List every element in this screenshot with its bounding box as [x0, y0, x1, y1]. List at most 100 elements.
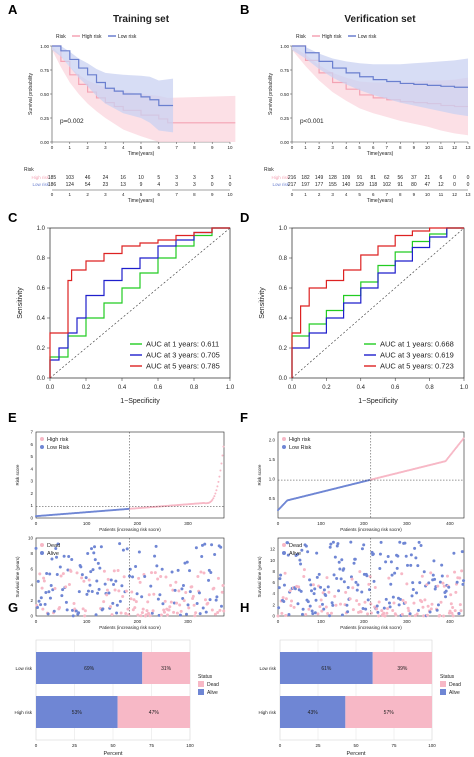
y-tick-label: 0.50	[40, 92, 49, 97]
patient-point	[222, 609, 226, 613]
x-tick-label: 0.6	[391, 385, 400, 391]
y-tick-label: 0	[30, 614, 33, 619]
risk-count: 1	[229, 175, 232, 181]
legend-key	[282, 445, 286, 449]
risk-tick-label: 0	[51, 192, 54, 197]
patient-point	[319, 585, 323, 589]
patient-point	[170, 570, 174, 574]
x-tick-label: 25	[315, 743, 321, 748]
patient-point	[98, 566, 102, 570]
patient-point	[103, 582, 107, 586]
patient-point	[449, 593, 453, 597]
legend-entry: Low risk	[358, 34, 377, 40]
patient-point	[59, 574, 63, 578]
legend-key	[282, 551, 286, 555]
patient-point	[105, 588, 109, 592]
risk-count: 3	[211, 175, 214, 181]
patient-point	[409, 553, 413, 557]
patient-point	[356, 583, 360, 587]
patient-point	[157, 613, 161, 617]
patient-point	[325, 576, 329, 580]
patient-point	[277, 606, 281, 610]
x-tick-label: 2	[318, 145, 321, 150]
risk-tick-label: 10	[425, 192, 431, 197]
patient-point	[187, 606, 191, 610]
patient-point	[280, 611, 284, 615]
patient-point	[397, 603, 401, 607]
x-tick-label: 4	[345, 145, 348, 150]
patient-point	[352, 561, 356, 565]
x-tick-label: 0.4	[118, 385, 127, 391]
patient-point	[184, 590, 188, 594]
patient-point	[427, 581, 431, 585]
patient-point	[180, 587, 184, 591]
patient-point	[161, 602, 165, 606]
x-tick-label: 8	[193, 145, 196, 150]
risk-count: 185	[48, 175, 57, 181]
survival-scatter-f2: 0 100 200 300 400 0 2 4 6 8 10 12 Patients (increasi…	[257, 537, 466, 630]
risk-point	[213, 495, 216, 498]
risk-tick-label: 4	[345, 192, 348, 197]
risk-point	[217, 480, 220, 483]
patient-point	[128, 567, 132, 571]
x-tick-label: 9	[413, 145, 416, 150]
bar-segment-dead	[372, 652, 432, 684]
bar-segment-alive	[280, 652, 373, 684]
patient-point	[34, 546, 38, 550]
patient-point	[149, 584, 153, 588]
patient-point	[200, 543, 204, 547]
patient-point	[95, 579, 99, 583]
patient-point	[282, 600, 286, 604]
patient-point	[111, 601, 115, 605]
patient-point	[210, 608, 214, 612]
patient-point	[410, 594, 414, 598]
risk-tick-label: 7	[175, 192, 178, 197]
x-tick-label: 50	[110, 743, 116, 748]
patient-point	[140, 595, 144, 599]
patient-point	[414, 556, 418, 560]
x-tick-label: 0.0	[46, 385, 55, 391]
patient-point	[324, 605, 328, 609]
patient-point	[122, 575, 126, 579]
patient-point	[127, 613, 131, 617]
y-tick-label: 12	[270, 547, 276, 552]
x-tick-label: 10	[425, 145, 431, 150]
patient-point	[435, 608, 439, 612]
patient-point	[350, 577, 354, 581]
x-tick-label: 12	[452, 145, 458, 150]
bar-segment-dead	[117, 696, 190, 728]
patient-point	[46, 612, 50, 616]
patient-point	[219, 545, 223, 549]
patient-point	[93, 545, 97, 549]
x-tick-label: 400	[446, 521, 454, 526]
x-tick-label: 5	[140, 145, 143, 150]
patient-point	[135, 592, 139, 596]
patient-point	[344, 590, 348, 594]
patient-point	[375, 607, 379, 611]
patient-point	[442, 614, 446, 618]
legend-entry: AUC at 5 years: 0.723	[380, 362, 454, 371]
x-tick-label: 50	[353, 743, 359, 748]
legend-entry: Low Risk	[47, 445, 70, 451]
risk-count: 5	[157, 175, 160, 181]
y-tick-label: 0.4	[37, 316, 46, 322]
bar-label: 47%	[149, 710, 160, 716]
patient-point	[61, 588, 65, 592]
patient-point	[137, 550, 141, 554]
patient-point	[328, 545, 332, 549]
patient-point	[64, 600, 68, 604]
patient-point	[195, 602, 199, 606]
x-tick-label: 0	[35, 743, 38, 748]
patient-point	[140, 611, 144, 615]
y-axis-label: Survival time (years)	[257, 556, 262, 598]
chart-title: Verification set	[344, 14, 416, 25]
patient-point	[453, 609, 457, 613]
risk-point	[214, 492, 217, 495]
patient-point	[132, 598, 136, 602]
patient-point	[384, 597, 388, 601]
x-axis-label: Time(years)	[128, 151, 155, 157]
patient-point	[454, 590, 458, 594]
patient-point	[335, 576, 339, 580]
